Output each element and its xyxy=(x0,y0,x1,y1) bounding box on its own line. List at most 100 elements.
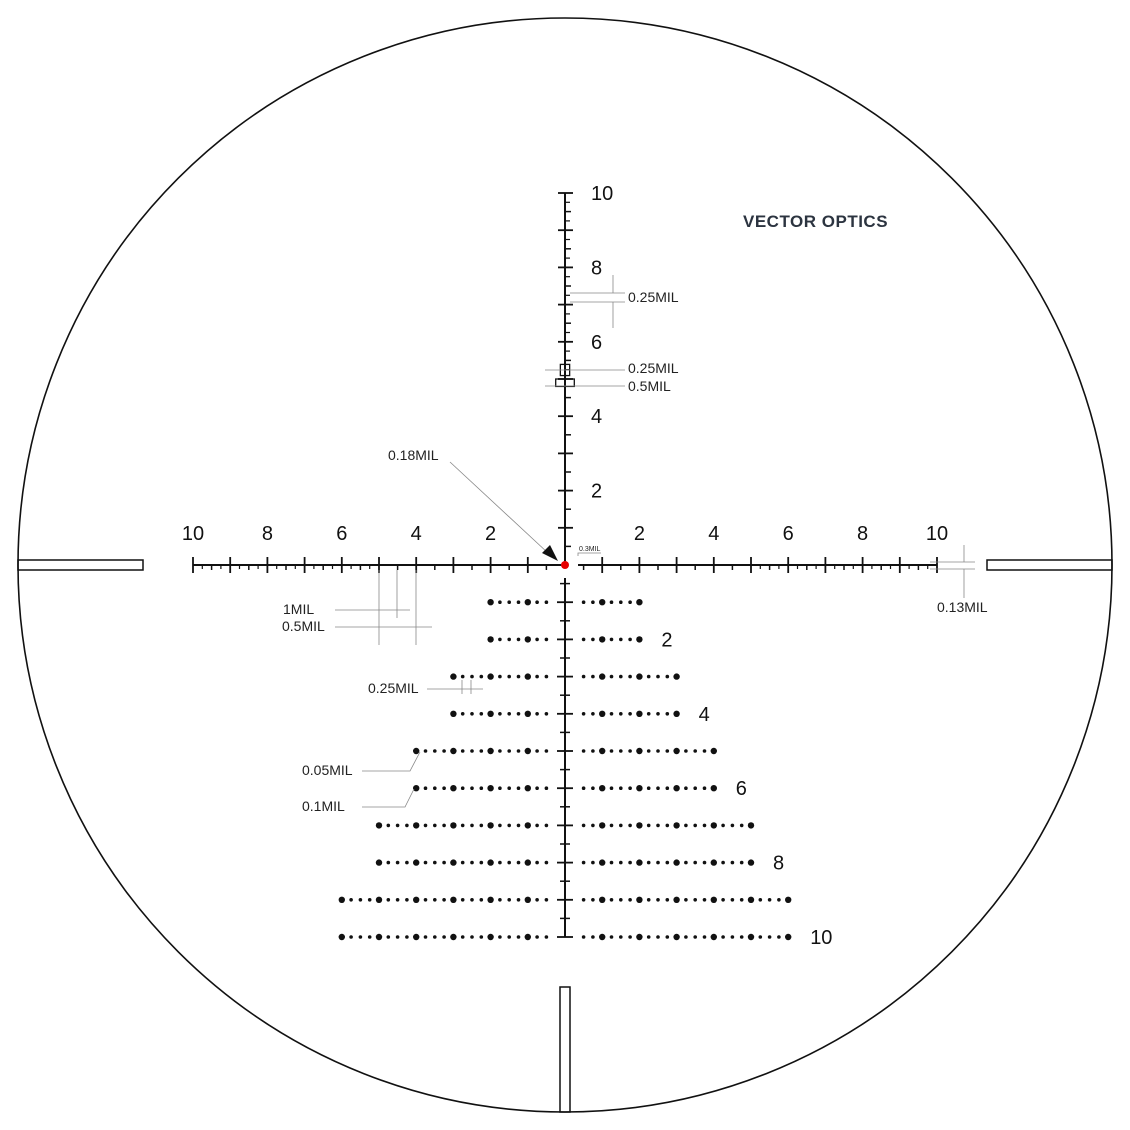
small-dot xyxy=(498,637,502,642)
small-dot xyxy=(591,749,595,753)
small-dot xyxy=(544,786,549,790)
large-dot xyxy=(487,747,494,755)
small-dot xyxy=(665,712,670,716)
large-dot xyxy=(487,636,494,643)
small-dot xyxy=(507,674,512,679)
small-dot xyxy=(767,935,772,939)
small-dot xyxy=(470,749,474,753)
small-dot xyxy=(591,860,595,865)
small-dot xyxy=(656,935,660,939)
small-dot xyxy=(609,712,614,716)
large-dot xyxy=(636,785,643,792)
small-dot xyxy=(665,823,670,828)
small-dot xyxy=(619,637,623,642)
large-dot xyxy=(524,896,531,903)
large-dot xyxy=(487,859,494,866)
small-dot xyxy=(405,823,409,828)
small-dot xyxy=(544,600,549,604)
small-dot xyxy=(739,860,744,865)
annotations xyxy=(335,275,975,808)
large-dot xyxy=(524,636,531,643)
large-dot xyxy=(710,859,717,866)
large-dot xyxy=(487,710,494,717)
large-dot xyxy=(636,859,643,866)
horizontal-scale-label: 4 xyxy=(411,523,422,545)
small-dot xyxy=(702,898,707,902)
small-dot xyxy=(479,674,484,679)
small-dot xyxy=(619,935,623,939)
small-dot xyxy=(460,674,465,679)
small-dot xyxy=(460,860,465,865)
small-dot xyxy=(619,898,623,902)
vertical-scale-label: 2 xyxy=(591,481,602,503)
center-dot-arrow xyxy=(542,545,558,561)
small-dot xyxy=(609,600,614,604)
large-dot xyxy=(599,747,606,755)
small-dot xyxy=(433,935,437,939)
annotation-center-gap: 0.3MIL xyxy=(579,546,601,553)
large-dot xyxy=(673,673,680,680)
horizontal-scale-label: 8 xyxy=(857,523,868,545)
small-dot xyxy=(665,674,670,679)
small-dot xyxy=(619,600,623,604)
large-dot xyxy=(710,822,717,829)
large-dot xyxy=(673,896,680,903)
small-dot xyxy=(684,786,688,790)
large-dot xyxy=(413,822,420,829)
annotation-box-inner: 0.25MIL xyxy=(628,360,679,376)
horizontal-scale-label: 2 xyxy=(485,523,496,545)
small-dot xyxy=(516,674,521,679)
large-dot xyxy=(413,785,420,792)
small-dot xyxy=(730,823,735,828)
small-dot xyxy=(656,860,660,865)
vertical-scale-label: 10 xyxy=(591,183,613,205)
annotation-small-dot: 0.05MIL xyxy=(302,762,353,778)
small-dot xyxy=(507,600,512,604)
small-dot xyxy=(730,860,735,865)
horizontal-scale-label: 4 xyxy=(708,523,719,545)
small-dot xyxy=(433,823,437,828)
small-dot xyxy=(684,898,688,902)
large-dot xyxy=(673,785,680,792)
small-dot xyxy=(367,935,372,939)
small-dot xyxy=(516,860,521,865)
small-dot xyxy=(544,712,549,716)
large-dot xyxy=(524,710,531,717)
small-dot xyxy=(535,712,539,716)
small-dot xyxy=(544,935,549,939)
large-dot xyxy=(636,599,643,606)
small-dot xyxy=(702,823,707,828)
small-dot xyxy=(702,786,707,790)
large-dot xyxy=(710,785,717,792)
small-dot xyxy=(470,674,474,679)
small-dot xyxy=(507,786,512,790)
small-dot xyxy=(498,749,502,753)
dot-row-label: 4 xyxy=(699,704,710,726)
small-dot xyxy=(433,786,437,790)
small-dot xyxy=(591,786,595,790)
small-dot xyxy=(479,935,484,939)
large-dot xyxy=(524,859,531,866)
large-dot xyxy=(747,859,755,866)
large-dot xyxy=(636,710,643,717)
horizontal-scale-label: 2 xyxy=(634,523,645,545)
small-dot xyxy=(479,786,484,790)
small-dot xyxy=(442,860,446,865)
small-dot xyxy=(507,712,512,716)
small-dot xyxy=(730,935,735,939)
small-dot xyxy=(767,898,772,902)
horizontal-scale-label: 10 xyxy=(926,523,948,545)
small-dot xyxy=(460,935,465,939)
small-dot xyxy=(470,935,474,939)
small-dot xyxy=(433,898,437,902)
large-dot xyxy=(413,933,420,941)
small-dot xyxy=(507,898,512,902)
large-dot xyxy=(487,822,494,829)
annotation-large-dot: 0.1MIL xyxy=(302,798,345,814)
horizontal-scale-label: 10 xyxy=(182,523,204,545)
small-dot xyxy=(581,786,586,790)
small-dot xyxy=(516,712,521,716)
small-dot xyxy=(507,823,512,828)
horizontal-scale-label: 8 xyxy=(262,523,273,545)
